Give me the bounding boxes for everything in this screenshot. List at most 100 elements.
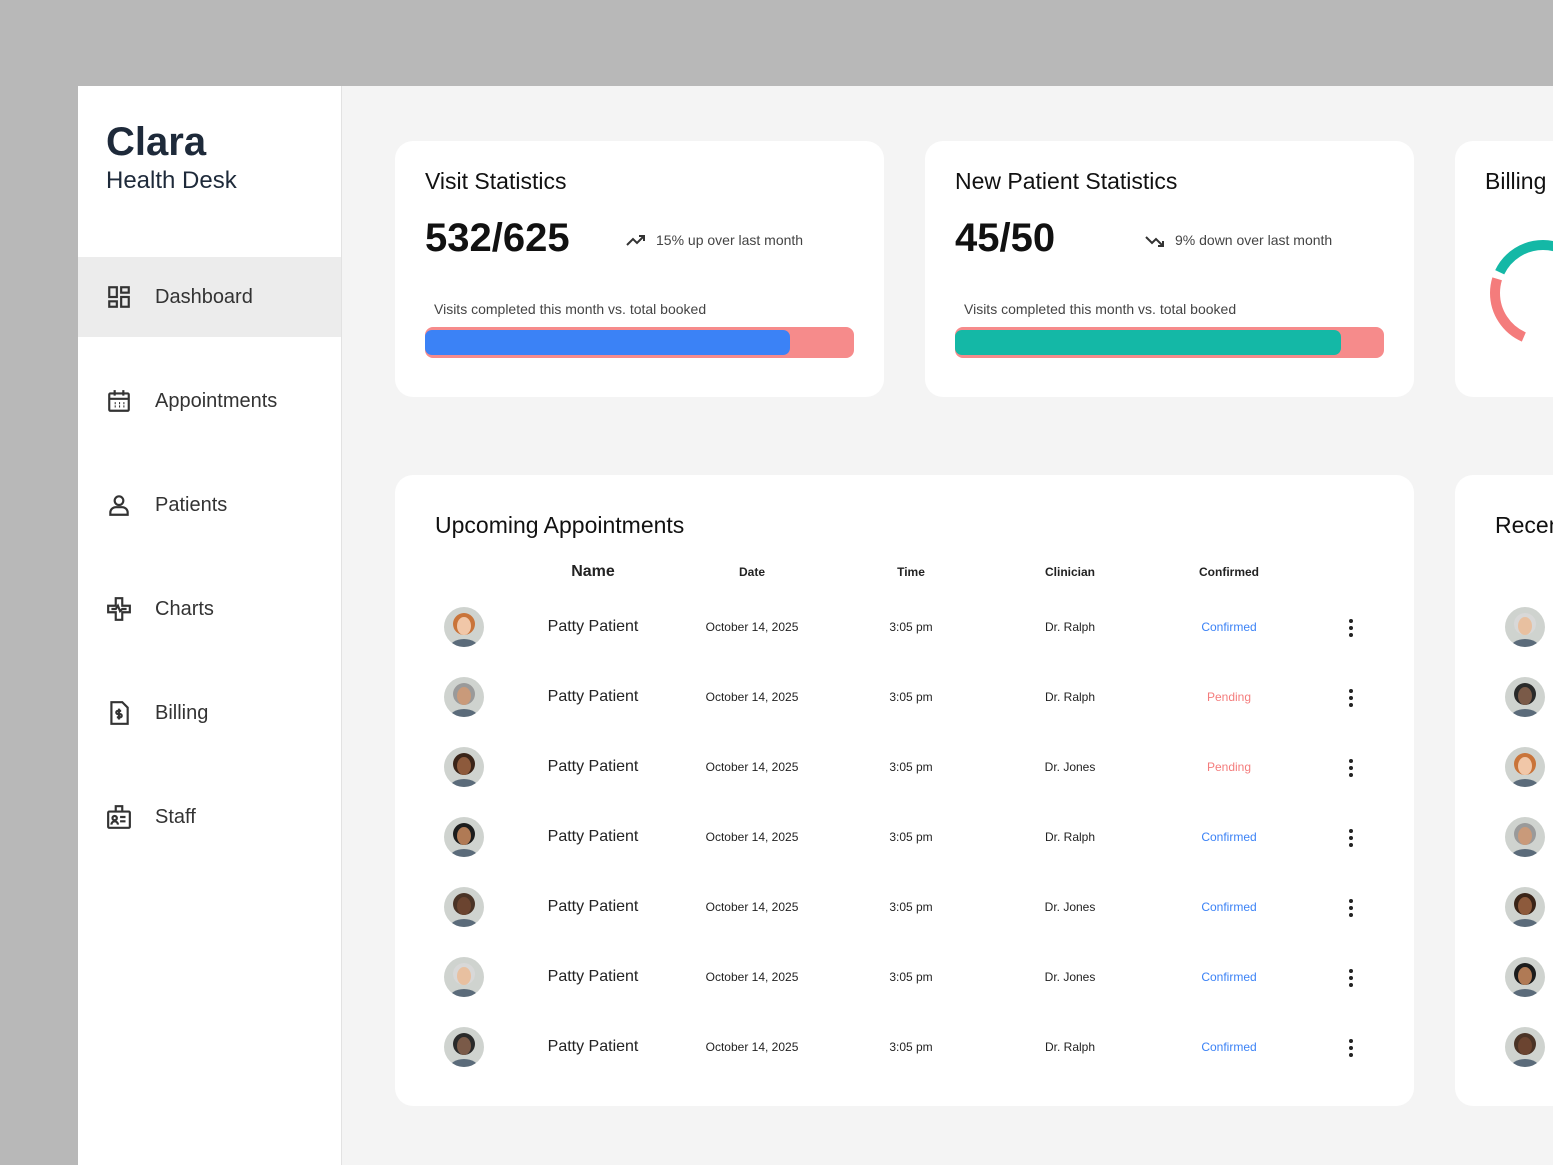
appointments-card: Upcoming Appointments Name Date Time Clinic…	[395, 475, 1414, 1106]
time: 3:05 pm	[889, 690, 933, 704]
billing-card: Billing	[1455, 141, 1553, 397]
nav-item[interactable]: Billing	[78, 673, 341, 753]
menu-dot	[1349, 773, 1353, 777]
avatar	[444, 957, 484, 997]
clinician: Dr. Ralph	[1044, 620, 1096, 634]
menu-dot	[1349, 626, 1353, 630]
trend-icon	[626, 235, 645, 246]
brand-name: Clara	[106, 120, 207, 164]
caption: Visits completed this month vs. total bo…	[434, 301, 707, 317]
avatar	[444, 607, 484, 647]
icon	[108, 286, 130, 308]
nav-item[interactable]: Appointments	[78, 361, 341, 441]
avatar	[1505, 607, 1545, 647]
date: October 14, 2025	[705, 690, 799, 704]
trend-icon	[1145, 236, 1164, 247]
date: October 14, 2025	[705, 830, 799, 844]
avatar	[1505, 747, 1545, 787]
sidebar: Clara Health Desk Dashboard Appointments…	[78, 86, 342, 1165]
row-menu[interactable]	[1341, 1037, 1361, 1057]
row-menu[interactable]	[1341, 757, 1361, 777]
avatar	[1505, 887, 1545, 927]
time: 3:05 pm	[889, 1040, 933, 1054]
avatar	[1505, 677, 1545, 717]
progress-bar	[955, 327, 1384, 358]
nav-item[interactable]: Staff	[78, 777, 341, 857]
nav-label: Dashboard	[155, 285, 253, 308]
icon	[110, 701, 129, 725]
trend-text: 9% down over last month	[1175, 232, 1333, 248]
menu-dot	[1349, 1053, 1353, 1057]
icon	[108, 390, 130, 412]
row-menu[interactable]	[1341, 827, 1361, 847]
nav-item[interactable]: Patients	[78, 465, 341, 545]
avatar	[444, 677, 484, 717]
clinician: Dr. Ralph	[1044, 830, 1096, 844]
time: 3:05 pm	[889, 900, 933, 914]
patient-name: Patty Patient	[547, 898, 639, 915]
avatar	[444, 747, 484, 787]
icon	[107, 805, 131, 829]
donut-segment	[1490, 240, 1553, 346]
clinician: Dr. Jones	[1044, 760, 1096, 774]
date: October 14, 2025	[705, 900, 799, 914]
progress-bar	[425, 327, 854, 358]
avatar	[1505, 817, 1545, 857]
column-header: Date	[738, 565, 766, 579]
nav-item[interactable]: Charts	[78, 569, 341, 649]
menu-dot	[1349, 696, 1353, 700]
row-menu[interactable]	[1341, 967, 1361, 987]
status: Pending	[1206, 760, 1252, 774]
nav-label: Billing	[155, 701, 209, 724]
column-header: Clinician	[1044, 565, 1096, 579]
menu-dot	[1349, 619, 1353, 623]
patient-name: Patty Patient	[547, 828, 639, 845]
time: 3:05 pm	[889, 970, 933, 984]
menu-dot	[1349, 689, 1353, 693]
column-header: Time	[897, 565, 925, 579]
patient-name: Patty Patient	[547, 758, 639, 775]
status: Confirmed	[1201, 970, 1257, 984]
icon	[109, 495, 129, 516]
stat-card: Visit Statistics 532/625 15% up over last …	[395, 141, 884, 397]
row-menu[interactable]	[1341, 897, 1361, 917]
menu-dot	[1349, 913, 1353, 917]
patient-name: Patty Patient	[547, 618, 639, 635]
stat-card: New Patient Statistics 45/50 9% down over …	[925, 141, 1414, 397]
patient-name: Patty Patient	[547, 688, 639, 705]
menu-dot	[1349, 1039, 1353, 1043]
status: Confirmed	[1201, 620, 1257, 634]
date: October 14, 2025	[705, 760, 799, 774]
nav-item[interactable]: Dashboard	[78, 257, 341, 337]
card-title: Billing	[1485, 168, 1547, 194]
column-header: Name	[571, 563, 615, 580]
row-menu[interactable]	[1341, 617, 1361, 637]
row-menu[interactable]	[1341, 687, 1361, 707]
brand-tagline: Health Desk	[106, 167, 237, 194]
card-title: Upcoming Appointments	[435, 512, 685, 538]
icon	[107, 597, 131, 621]
avatar	[444, 887, 484, 927]
avatar	[1505, 1027, 1545, 1067]
stat-value: 532/625	[425, 216, 570, 260]
nav-label: Charts	[155, 597, 214, 620]
caption: Visits completed this month vs. total bo…	[964, 301, 1237, 317]
patient-name: Patty Patient	[547, 968, 639, 985]
date: October 14, 2025	[705, 620, 799, 634]
menu-dot	[1349, 759, 1353, 763]
stat-value: 45/50	[955, 216, 1056, 260]
progress-fill	[955, 330, 1342, 355]
menu-dot	[1349, 836, 1353, 840]
card-title: New Patient Statistics	[955, 168, 1178, 194]
menu-dot	[1349, 766, 1353, 770]
date: October 14, 2025	[705, 970, 799, 984]
card-title: Visit Statistics	[425, 168, 567, 194]
app-window: Clara Health Desk Dashboard Appointments…	[78, 86, 1553, 1165]
donut	[1490, 240, 1553, 346]
menu-dot	[1349, 906, 1353, 910]
date: October 14, 2025	[705, 1040, 799, 1054]
avatar	[444, 1027, 484, 1067]
menu-dot	[1349, 899, 1353, 903]
clinician: Dr. Jones	[1044, 970, 1096, 984]
avatar	[444, 817, 484, 857]
